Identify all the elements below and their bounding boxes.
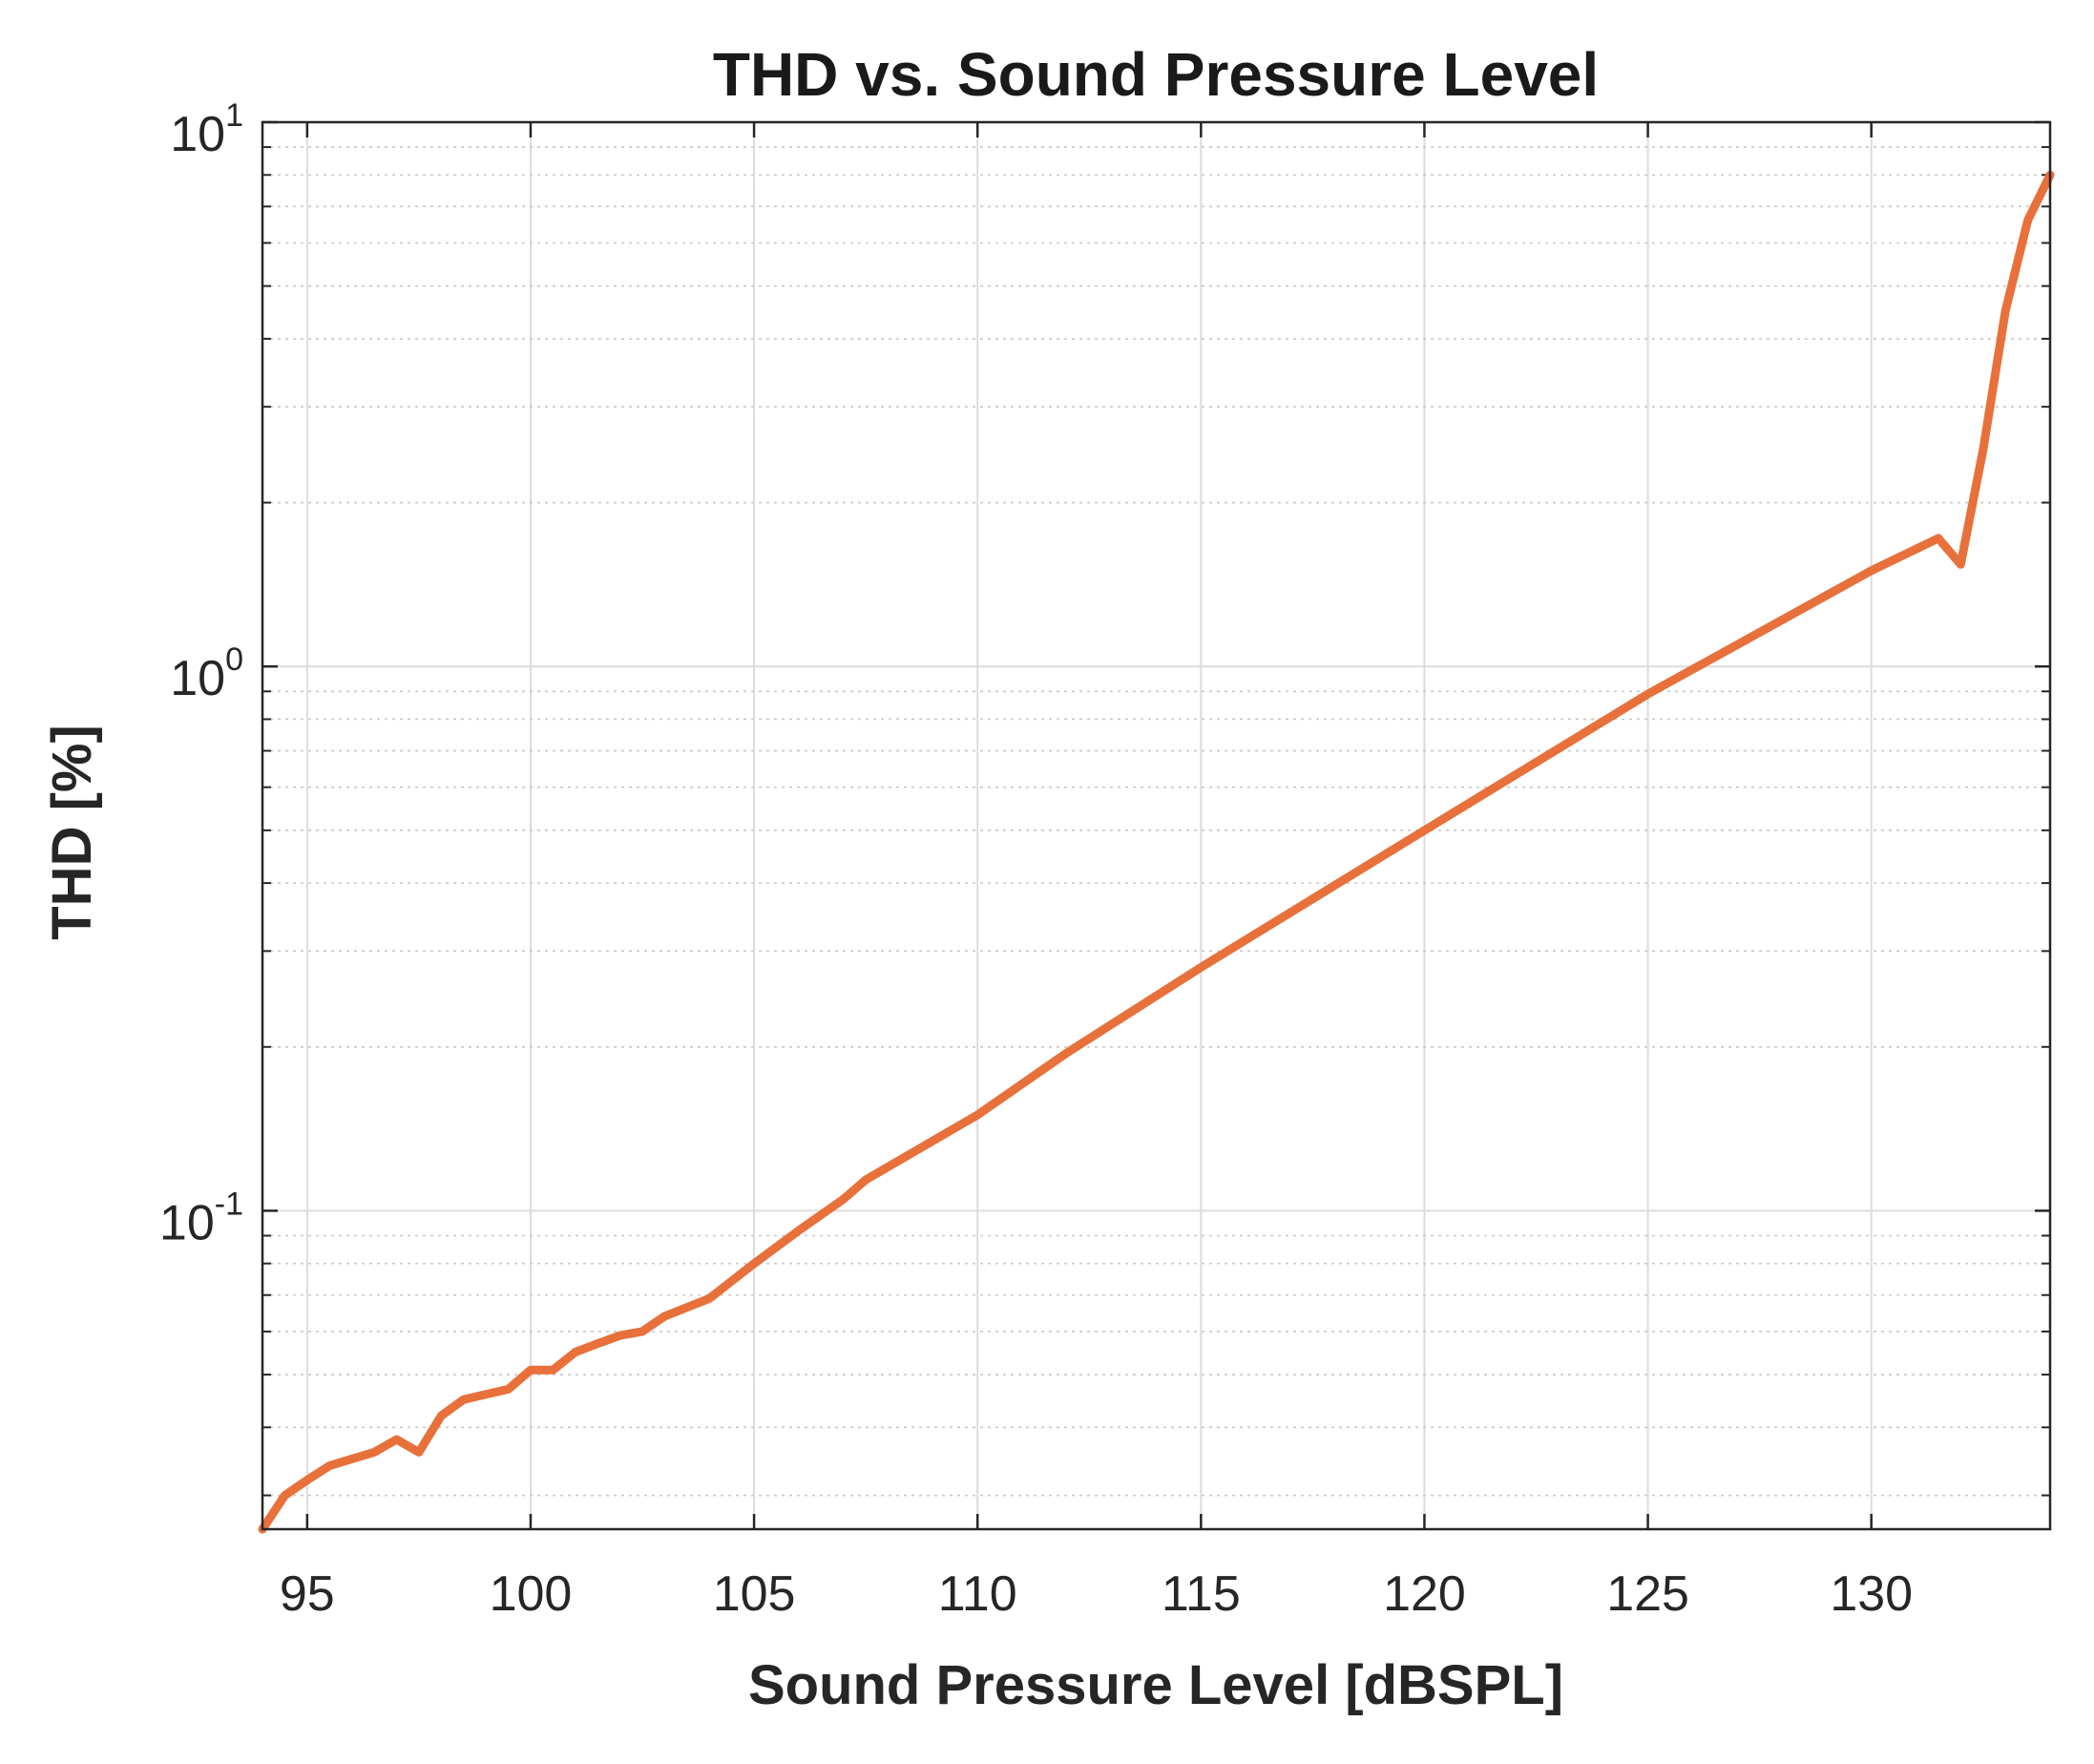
x-tick-label: 125 [1606,1566,1689,1622]
y-axis-label: THD [%] [41,724,103,940]
x-tick-label: 100 [490,1566,573,1622]
x-tick-label: 110 [938,1566,1017,1622]
x-axis-label: Sound Pressure Level [dBSPL] [748,1654,1563,1716]
y-tick-label: 100 [170,641,243,706]
x-tick-label: 130 [1830,1566,1913,1622]
y-tick-base: 10 [170,107,225,162]
y-tick-exponent: 1 [225,97,243,134]
ticks-layer [262,120,2050,1529]
y-tick-label: 101 [170,97,243,162]
x-tick-label: 95 [280,1566,335,1622]
y-tick-exponent: 0 [225,641,243,678]
y-tick-base: 10 [170,651,225,706]
grid-layer [262,121,2050,1529]
x-tick-label: 105 [713,1566,796,1622]
chart-title: THD vs. Sound Pressure Level [713,40,1599,109]
y-tick-label: 10-1 [159,1186,243,1250]
y-tick-exponent: -1 [215,1186,243,1222]
x-tick-label: 115 [1162,1566,1241,1622]
plot-frame [261,120,2052,1531]
y-tick-base: 10 [159,1195,215,1250]
series-line-thd [258,170,2055,1534]
series-layer [258,170,2055,1534]
x-tick-label: 120 [1383,1566,1466,1622]
